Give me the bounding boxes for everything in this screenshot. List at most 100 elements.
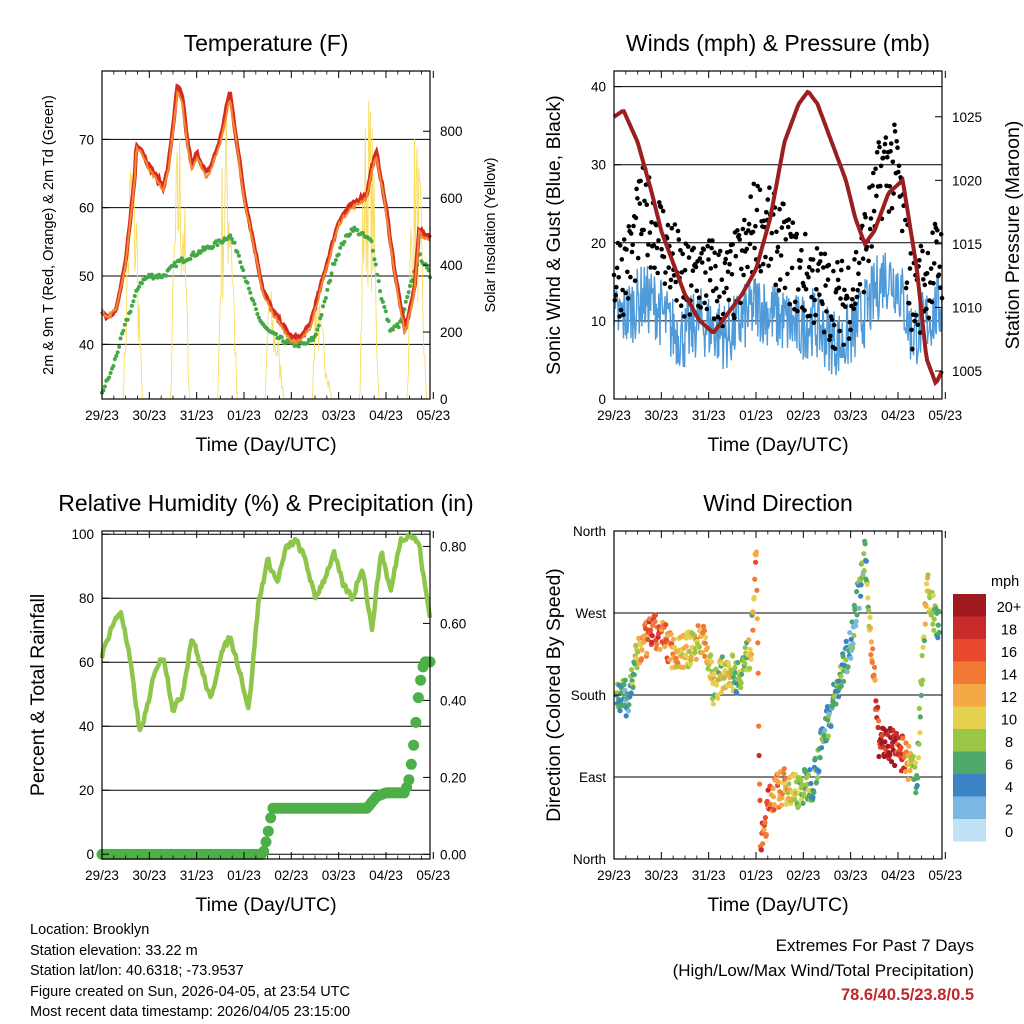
gust-point <box>737 237 742 242</box>
dewpoint-point <box>338 245 343 250</box>
direction-point <box>702 640 708 646</box>
dewpoint-point <box>382 305 387 309</box>
gust-point <box>774 249 780 254</box>
direction-point <box>919 681 925 687</box>
dewpoint-point <box>102 384 107 389</box>
panel2-xtick-label: 04/23 <box>881 408 915 423</box>
direction-point <box>645 636 651 643</box>
gust-point <box>842 304 848 310</box>
dewpoint-point <box>332 261 337 266</box>
direction-point <box>872 677 878 683</box>
dewpoint-point <box>191 250 196 255</box>
direction-point <box>771 807 777 813</box>
gust-point <box>620 287 625 293</box>
direction-point <box>920 644 926 651</box>
direction-point <box>848 655 854 661</box>
direction-point <box>699 650 705 656</box>
direction-point <box>822 727 828 734</box>
direction-point <box>708 652 714 658</box>
dewpoint-point <box>251 298 256 303</box>
panel3-ytick-label: 100 <box>71 527 94 542</box>
direction-point <box>921 638 928 644</box>
gust-point <box>835 260 840 265</box>
direction-point <box>916 741 922 747</box>
direction-point <box>770 794 777 800</box>
gust-point <box>632 278 638 284</box>
gust-point <box>754 207 760 213</box>
gust-point <box>846 265 851 271</box>
direction-point <box>713 666 719 672</box>
gust-point <box>656 238 661 243</box>
dewpoint-point <box>361 231 365 235</box>
gust-point <box>894 139 899 144</box>
gust-point <box>638 178 643 184</box>
panel2-xtick-label: 02/23 <box>786 408 820 423</box>
direction-point <box>800 800 806 806</box>
dewpoint-point <box>164 273 169 278</box>
colorbar-label: 12 <box>1001 690 1017 706</box>
gust-point <box>617 243 623 248</box>
gust-point <box>707 278 713 283</box>
direction-point <box>755 640 761 646</box>
panel1-ytick-label: 50 <box>79 269 94 284</box>
dewpoint-point <box>245 280 250 285</box>
gust-point <box>850 287 856 292</box>
direction-point <box>847 630 853 636</box>
gust-point <box>799 247 804 253</box>
direction-point <box>861 551 867 557</box>
panel1-ytick-label: 70 <box>79 132 94 147</box>
gust-point <box>693 264 699 270</box>
gust-point <box>723 256 728 262</box>
dewpoint-point <box>333 258 338 263</box>
direction-point <box>639 647 645 653</box>
gust-point <box>719 277 725 283</box>
direction-point <box>705 666 711 672</box>
direction-point <box>912 764 918 770</box>
direction-point <box>647 627 654 633</box>
dewpoint-point <box>232 240 237 245</box>
panel1-ytick-label: 60 <box>79 201 94 216</box>
dewpoint-point <box>319 313 324 317</box>
direction-point <box>864 581 870 588</box>
colorbar-swatch <box>953 661 986 684</box>
gust-point <box>822 251 828 257</box>
gust-point <box>917 258 922 263</box>
created-text: Figure created on Sun, 2026-04-05, at 23… <box>30 983 350 1000</box>
direction-point <box>825 733 831 739</box>
colorbar-label: 2 <box>1005 803 1013 819</box>
gust-point <box>766 263 771 269</box>
gust-point <box>742 217 747 223</box>
gust-point <box>753 223 758 229</box>
gust-point <box>777 206 782 212</box>
direction-point <box>628 690 634 696</box>
gust-point <box>814 287 819 292</box>
gust-point <box>806 264 812 270</box>
gust-point <box>815 268 821 273</box>
gust-point <box>710 238 715 243</box>
colorbar-swatch <box>953 639 986 662</box>
direction-point <box>850 641 856 647</box>
gust-point <box>786 217 792 222</box>
dewpoint-point <box>108 371 113 375</box>
gust-point <box>817 292 822 298</box>
direction-point <box>843 638 849 645</box>
extremes-title: Extremes For Past 7 Days <box>775 936 974 955</box>
direction-point <box>841 678 847 684</box>
direction-point <box>748 651 755 658</box>
colorbar-title: mph <box>991 574 1019 590</box>
gust-point <box>769 230 775 236</box>
gust-point <box>652 265 657 271</box>
gust-point <box>814 246 820 251</box>
direction-point <box>786 781 792 787</box>
dewpoint-point <box>129 303 134 308</box>
gust-point <box>860 256 866 262</box>
direction-point <box>848 636 854 643</box>
direction-point <box>936 629 942 636</box>
gust-point <box>714 286 719 291</box>
gust-point <box>821 265 826 270</box>
panel3-xtick-label: 05/23 <box>416 868 450 883</box>
direction-point <box>865 595 871 601</box>
direction-point <box>856 605 862 611</box>
dewpoint-point <box>390 327 395 332</box>
direction-point <box>807 767 813 773</box>
